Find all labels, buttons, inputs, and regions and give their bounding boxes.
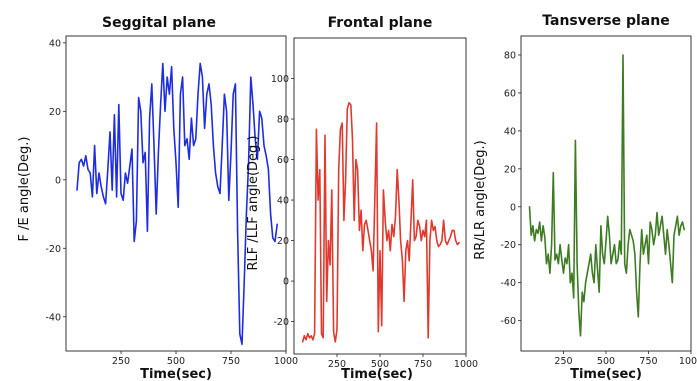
y-axis-label: RR/LR angle(Deg.) (473, 140, 488, 259)
x-tick-label: 1000 (679, 356, 697, 367)
chart-tansverse-plane: Tansverse plane RR/LR angle(Deg.) Time(s… (473, 13, 697, 381)
tick-layer: -20 0 20 40 60 80 100 250 500 750 1000 (271, 74, 478, 370)
plot-frame (65, 35, 287, 352)
y-tick-label: 40 (277, 196, 289, 207)
x-axis-label: Time(sec) (140, 367, 212, 381)
series-line (528, 54, 686, 337)
plot-area (65, 35, 287, 352)
x-tick-label: 250 (112, 356, 130, 367)
y-tick-label: 80 (504, 50, 516, 61)
x-tick-label: 250 (328, 359, 346, 370)
y-tick-label: 20 (277, 236, 289, 247)
x-tick-label: 500 (371, 359, 389, 370)
plot-area (293, 37, 467, 355)
y-tick-label: 20 (49, 107, 61, 118)
y-tick-label: -20 (273, 317, 289, 328)
x-tick-label: 500 (597, 356, 615, 367)
chart-title: Tansverse plane (542, 13, 669, 29)
x-tick-label: 750 (414, 359, 432, 370)
x-axis-label: Time(sec) (341, 367, 413, 381)
y-tick-label: 0 (510, 202, 516, 213)
y-tick-label: -60 (500, 316, 516, 327)
x-tick-label: 1000 (454, 359, 478, 370)
chart-title: Frontal plane (328, 15, 433, 31)
y-axis-label: F /E angle(Deg.) (17, 137, 32, 242)
y-tick-label: -40 (45, 312, 61, 323)
chart-seggital-plane: Seggital plane F /E angle(Deg.) Time(sec… (17, 15, 298, 381)
y-tick-label: 0 (283, 277, 289, 288)
chart-title: Seggital plane (102, 15, 216, 31)
y-tick-label: 40 (504, 126, 516, 137)
plot-frame (293, 37, 467, 355)
y-tick-label: 20 (504, 164, 516, 175)
y-tick-label: 40 (49, 38, 61, 49)
x-tick-label: 750 (639, 356, 657, 367)
plot-frame (520, 35, 692, 352)
y-tick-label: 0 (55, 175, 61, 186)
plot-area (520, 35, 692, 352)
chart-frontal-plane: Frontal plane RLF /LLF angle(Deg.) Time(… (246, 15, 478, 381)
y-tick-label: -20 (500, 240, 516, 251)
y-axis-label: RLF /LLF angle(Deg.) (246, 136, 261, 271)
x-tick-label: 1000 (274, 356, 298, 367)
x-tick-label: 500 (167, 356, 185, 367)
y-tick-label: 100 (271, 74, 289, 85)
x-tick-label: 750 (222, 356, 240, 367)
y-tick-label: -20 (45, 244, 61, 255)
x-tick-label: 250 (554, 356, 572, 367)
series-line (76, 62, 279, 346)
x-axis-label: Time(sec) (570, 367, 642, 381)
series-line (301, 102, 460, 343)
y-tick-label: -40 (500, 278, 516, 289)
tick-layer: -60 -40 -20 0 20 40 60 80 250 500 750 1000 (500, 50, 697, 367)
y-tick-label: 80 (277, 115, 289, 126)
y-tick-label: 60 (504, 88, 516, 99)
y-tick-label: 60 (277, 155, 289, 166)
